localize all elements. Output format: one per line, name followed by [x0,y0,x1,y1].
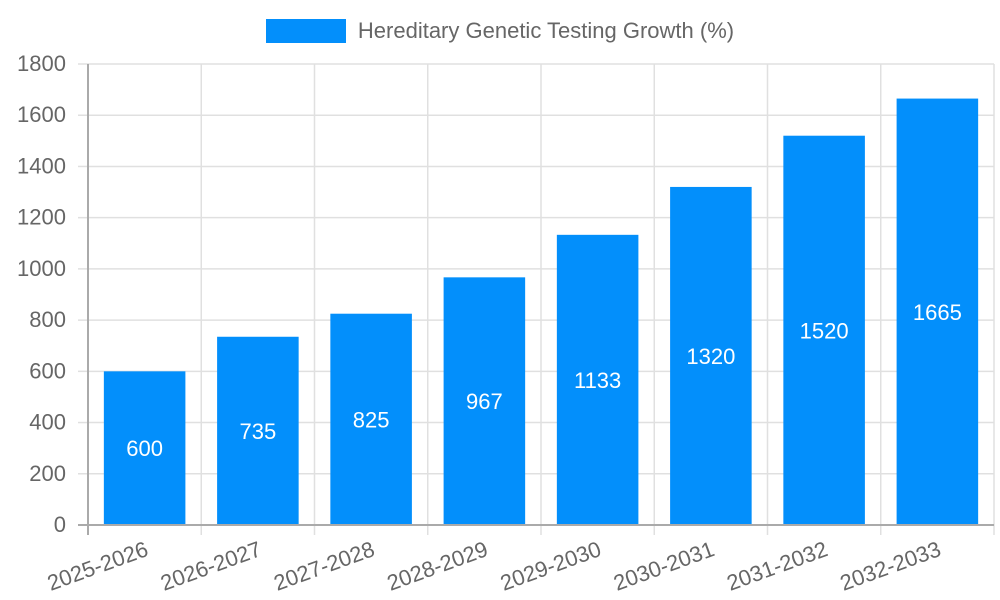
bar-value-label: 1320 [686,344,735,369]
bars [103,98,979,525]
x-tick-label: 2030-2031 [610,536,717,595]
x-tick-label: 2028-2029 [384,536,491,595]
y-tick-label: 1000 [17,256,66,281]
legend-swatch [265,19,346,43]
bar-value-label: 600 [126,436,163,461]
y-tick-label: 1200 [17,205,66,230]
bar-value-label: 1520 [800,318,849,343]
bar[interactable] [670,186,752,525]
y-tick-label: 400 [29,410,66,435]
y-tick-label: 800 [29,307,66,332]
y-tick-label: 1400 [17,153,66,178]
y-tick-label: 600 [29,358,66,383]
bar[interactable] [443,277,526,525]
bar[interactable] [217,336,299,525]
bar-value-label: 825 [353,407,390,432]
bar[interactable] [330,313,412,525]
bar[interactable] [896,98,979,525]
x-tick-label: 2025-2026 [44,536,151,595]
bar-value-label: 1133 [574,368,621,393]
bar[interactable] [783,135,865,525]
bar-value-label: 967 [466,389,503,414]
axes [78,64,994,535]
y-tick-label: 1600 [17,102,66,127]
x-axis-ticks: 2025-2026 2026-2027 2027-2028 2028-2029 2029… [44,536,944,595]
y-axis-ticks: 0 200 400 600 800 1000 1200 1400 1600 1800 [17,51,66,537]
bar-value-label: 1665 [913,300,962,325]
x-tick-label: 2026-2027 [157,536,264,595]
x-tick-label: 2027-2028 [270,536,377,595]
bar[interactable] [556,234,639,525]
x-tick-label: 2031-2032 [723,536,830,595]
y-tick-label: 200 [29,461,66,486]
y-tick-label: 0 [54,512,66,537]
x-tick-label: 2032-2033 [837,536,944,595]
x-tick-label: 2029-2030 [497,536,604,595]
data-labels: 600 735 825 967 1133 1320 1520 1665 [126,300,962,461]
chart-legend[interactable]: Hereditary Genetic Testing Growth (%) [0,18,1000,44]
legend-label: Hereditary Genetic Testing Growth (%) [357,18,735,43]
y-tick-label: 1800 [17,51,66,76]
bar[interactable] [103,371,186,525]
bar-value-label: 735 [240,419,277,444]
